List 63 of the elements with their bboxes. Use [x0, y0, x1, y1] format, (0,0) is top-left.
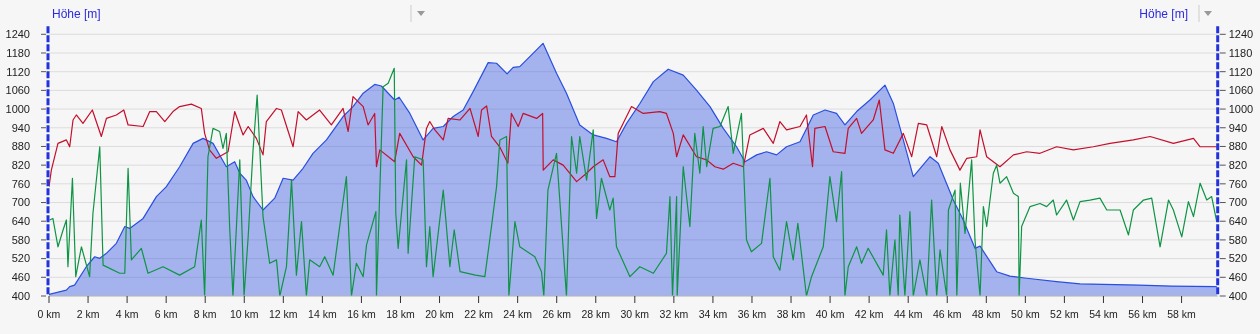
x-tick-label: 4 km: [115, 308, 139, 320]
x-tick-label: 40 km: [815, 308, 845, 320]
y2-tick-label: 700: [1228, 196, 1248, 209]
x-tick-label: 54 km: [1089, 308, 1119, 320]
x-tick-label: 30 km: [620, 308, 650, 320]
x-tick-label: 56 km: [1128, 308, 1158, 320]
x-tick-label: 20 km: [425, 308, 455, 320]
y-tick-label: 1240: [5, 28, 30, 41]
x-tick-label: 28 km: [581, 308, 611, 320]
x-tick-label: 24 km: [503, 308, 533, 320]
x-tick-label: 42 km: [854, 308, 884, 320]
y2-tick-label: 880: [1228, 140, 1248, 153]
y-tick-label: 1060: [5, 84, 30, 97]
x-tick-label: 22 km: [464, 308, 494, 320]
y2-tick-label: 820: [1228, 159, 1248, 171]
x-tick-label: 46 km: [932, 308, 962, 320]
x-tick-label: 48 km: [972, 308, 1001, 320]
x-tick-label: 32 km: [659, 308, 689, 320]
x-tick-label: 58 km: [1167, 308, 1197, 320]
x-tick-label: 0 km: [37, 308, 61, 320]
x-tick-label: 16 km: [347, 308, 376, 320]
y-tick-label: 520: [11, 252, 30, 265]
x-tick-label: 36 km: [737, 308, 767, 320]
y-tick-label: 1120: [6, 65, 30, 78]
y2-tick-label: 400: [1228, 289, 1248, 302]
y2-tick-label: 1120: [1228, 65, 1253, 78]
y2-tick-label: 1180: [1228, 46, 1253, 59]
y2-tick-label: 1240: [1228, 28, 1254, 41]
y2-tick-label: 1000: [1228, 102, 1254, 115]
x-tick-label: 18 km: [386, 308, 416, 320]
y2-tick-label: 940: [1228, 121, 1248, 134]
y-axis-title: Höhe [m]: [52, 7, 101, 21]
x-tick-label: 6 km: [154, 308, 178, 320]
y2-tick-label: 580: [1228, 233, 1248, 246]
y-tick-label: 580: [11, 233, 30, 246]
y2-tick-label: 640: [1228, 215, 1248, 228]
x-tick-label: 34 km: [698, 308, 728, 320]
y2-tick-label: 1060: [1228, 84, 1254, 97]
x-tick-label: 2 km: [76, 308, 100, 320]
x-tick-label: 50 km: [1011, 308, 1040, 320]
y2-tick-label: 460: [1228, 271, 1248, 284]
y-tick-label: 1180: [6, 46, 30, 59]
x-tick-label: 12 km: [269, 308, 298, 320]
x-tick-label: 10 km: [229, 308, 259, 320]
y-tick-label: 400: [11, 289, 30, 302]
x-tick-label: 8 km: [193, 308, 217, 320]
y-tick-label: 760: [11, 177, 30, 190]
line-series: [49, 96, 1218, 188]
x-tick-label: 14 km: [308, 308, 337, 320]
x-tick-label: 52 km: [1050, 308, 1079, 320]
y-tick-label: 460: [11, 271, 30, 284]
y-tick-label: 700: [11, 196, 30, 209]
y-tick-label: 820: [11, 159, 30, 171]
y-tick-label: 1000: [5, 102, 30, 115]
x-tick-label: 26 km: [542, 308, 572, 320]
y-tick-label: 880: [11, 140, 30, 153]
x-tick-label: 44 km: [893, 308, 923, 320]
y2-tick-label: 520: [1228, 252, 1248, 265]
y2-tick-label: 760: [1228, 177, 1248, 190]
y-tick-label: 940: [11, 121, 30, 134]
y-tick-label: 640: [11, 215, 30, 228]
y2-axis-title: Höhe [m]: [1139, 7, 1188, 21]
x-tick-label: 38 km: [776, 308, 806, 320]
